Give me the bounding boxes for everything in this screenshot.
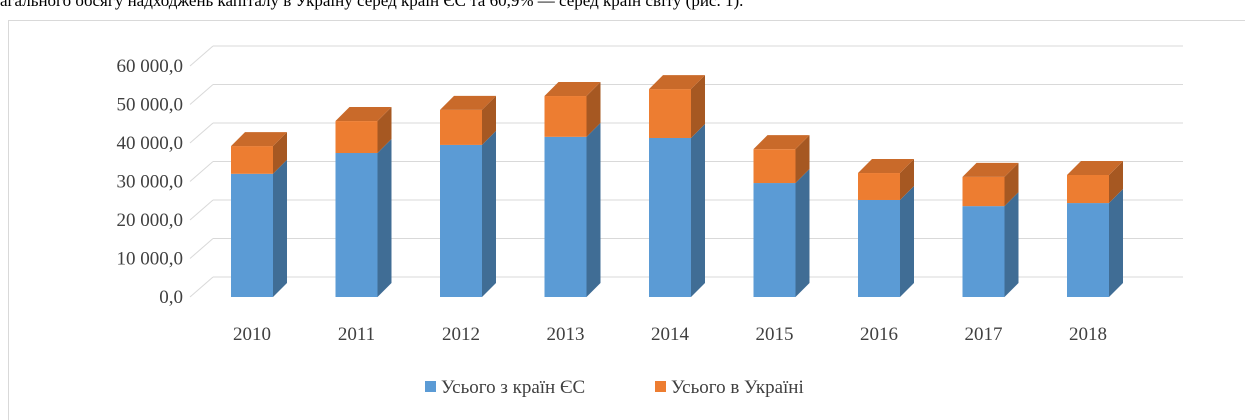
bar-side — [1109, 160, 1123, 204]
grid-line-depth — [189, 199, 214, 221]
x-tick-label: 2016 — [860, 324, 898, 345]
bar-side — [273, 159, 287, 297]
bar-side — [377, 107, 392, 154]
x-tick-label: 2017 — [965, 324, 1003, 345]
bar-top — [858, 159, 914, 174]
bar-side — [691, 123, 705, 298]
bar — [544, 136, 587, 297]
bar — [335, 153, 378, 297]
bar — [753, 183, 796, 297]
bar — [1067, 174, 1109, 204]
grid-line-depth — [189, 84, 214, 105]
bar — [231, 146, 273, 174]
x-tick-label: 2013 — [547, 324, 585, 345]
bar — [962, 206, 1005, 297]
bar-side — [1004, 162, 1019, 207]
bar — [962, 176, 1005, 207]
y-tick-label: 60 000,0 — [117, 56, 184, 77]
bar — [649, 137, 691, 297]
bar-side — [1004, 192, 1019, 297]
bar-side — [900, 185, 914, 297]
grid-line-depth — [189, 161, 214, 182]
bar-top — [753, 135, 810, 150]
caption: агального обсягу надходжень капіталу в У… — [0, 0, 743, 10]
bar — [440, 144, 482, 297]
y-tick-label: 10 000,0 — [117, 249, 184, 270]
bar-side — [795, 135, 810, 184]
bar — [1067, 203, 1109, 297]
bar-top — [962, 162, 1019, 177]
x-tick-label: 2018 — [1069, 324, 1107, 345]
chart-frame — [8, 20, 1245, 420]
y-tick-label: 40 000,0 — [117, 133, 184, 154]
legend-swatch — [425, 381, 436, 392]
bar-top — [1067, 160, 1123, 175]
bar-side — [586, 122, 601, 297]
y-tick-label: 50 000,0 — [117, 95, 184, 116]
bar — [544, 96, 587, 137]
grid-line-depth — [189, 238, 214, 259]
x-tick-label: 2010 — [233, 324, 271, 345]
bar — [858, 173, 900, 200]
bar — [649, 89, 691, 138]
bar-top — [231, 132, 287, 147]
bar-side — [900, 159, 914, 200]
bar — [858, 199, 900, 297]
bar-side — [482, 95, 496, 145]
x-tick-label: 2014 — [651, 324, 690, 345]
x-tick-label: 2012 — [442, 324, 480, 345]
bar-top — [335, 107, 392, 122]
bar-side — [482, 130, 496, 297]
bar — [753, 149, 796, 184]
x-tick-label: 2011 — [338, 324, 375, 345]
bar-side — [273, 132, 287, 174]
bar — [231, 173, 273, 297]
x-tick-label: 2015 — [756, 324, 794, 345]
bar-side — [377, 139, 392, 297]
legend-label: Усього з країн ЄС — [441, 377, 585, 398]
y-tick-label: 30 000,0 — [117, 172, 184, 193]
bar — [335, 121, 378, 154]
bar-side — [1109, 189, 1123, 297]
grid-line-depth — [189, 276, 214, 298]
bar — [440, 109, 482, 145]
bar-top — [440, 95, 496, 110]
legend-swatch — [655, 381, 666, 392]
grid-line-depth — [189, 122, 214, 144]
y-tick-label: 0,0 — [159, 287, 183, 308]
grid-line-depth — [189, 45, 214, 67]
y-tick-label: 20 000,0 — [117, 210, 184, 231]
bar-side — [691, 75, 705, 138]
bar-side — [795, 169, 810, 297]
bar-top — [649, 75, 705, 90]
bar-top — [544, 82, 601, 97]
legend-label: Усього в Україні — [671, 377, 804, 398]
bar-side — [586, 82, 601, 137]
